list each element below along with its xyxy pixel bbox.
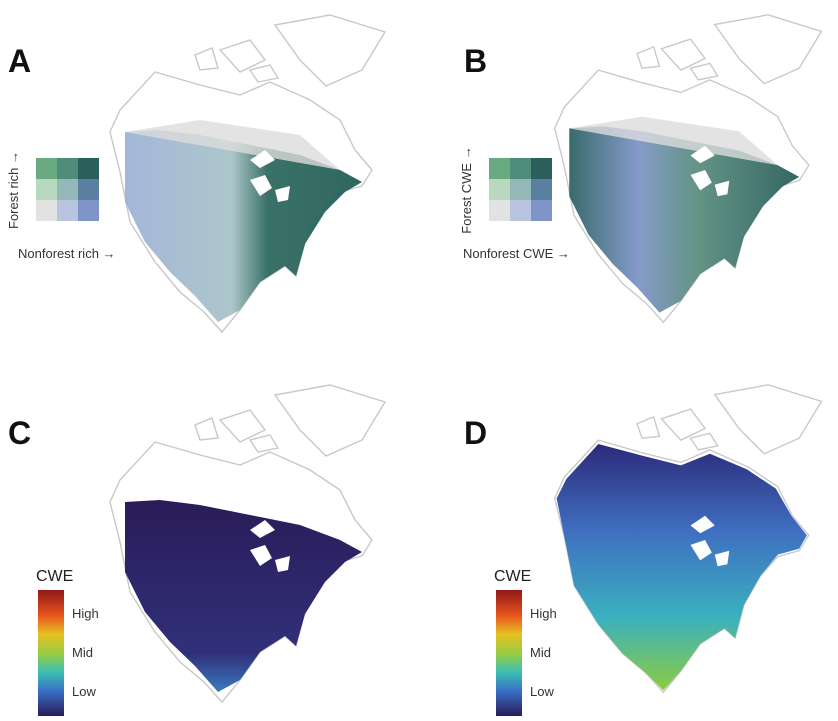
colorbar [496, 590, 522, 716]
map-d [555, 385, 822, 692]
panel-letter: B [464, 43, 487, 79]
bivariate-legend [36, 158, 99, 221]
panel-letter: A [8, 43, 31, 79]
map-a [110, 15, 385, 332]
legend-x-label: Nonforest rich → [18, 246, 116, 261]
colorbar [38, 590, 64, 716]
panel-letter: C [8, 415, 31, 451]
legend-x-label: Nonforest CWE → [463, 246, 570, 261]
colorbar-label: Low [530, 684, 554, 699]
colorbar-title: CWE [494, 568, 531, 585]
colorbar-label: Mid [72, 645, 93, 660]
map-b [555, 15, 822, 322]
colorbar-title: CWE [36, 568, 73, 585]
legend-y-label: Forest rich → [6, 151, 21, 229]
figure: A B C D Forest rich → Nonforest rich → F… [0, 0, 838, 721]
colorbar-label: Mid [530, 645, 551, 660]
colorbar-label: High [530, 606, 557, 621]
legend-y-label: Forest CWE → [459, 146, 474, 233]
bivariate-legend [489, 158, 552, 221]
map-c [110, 385, 385, 702]
colorbar-label: High [72, 606, 99, 621]
colorbar-label: Low [72, 684, 96, 699]
panel-letter: D [464, 415, 487, 451]
